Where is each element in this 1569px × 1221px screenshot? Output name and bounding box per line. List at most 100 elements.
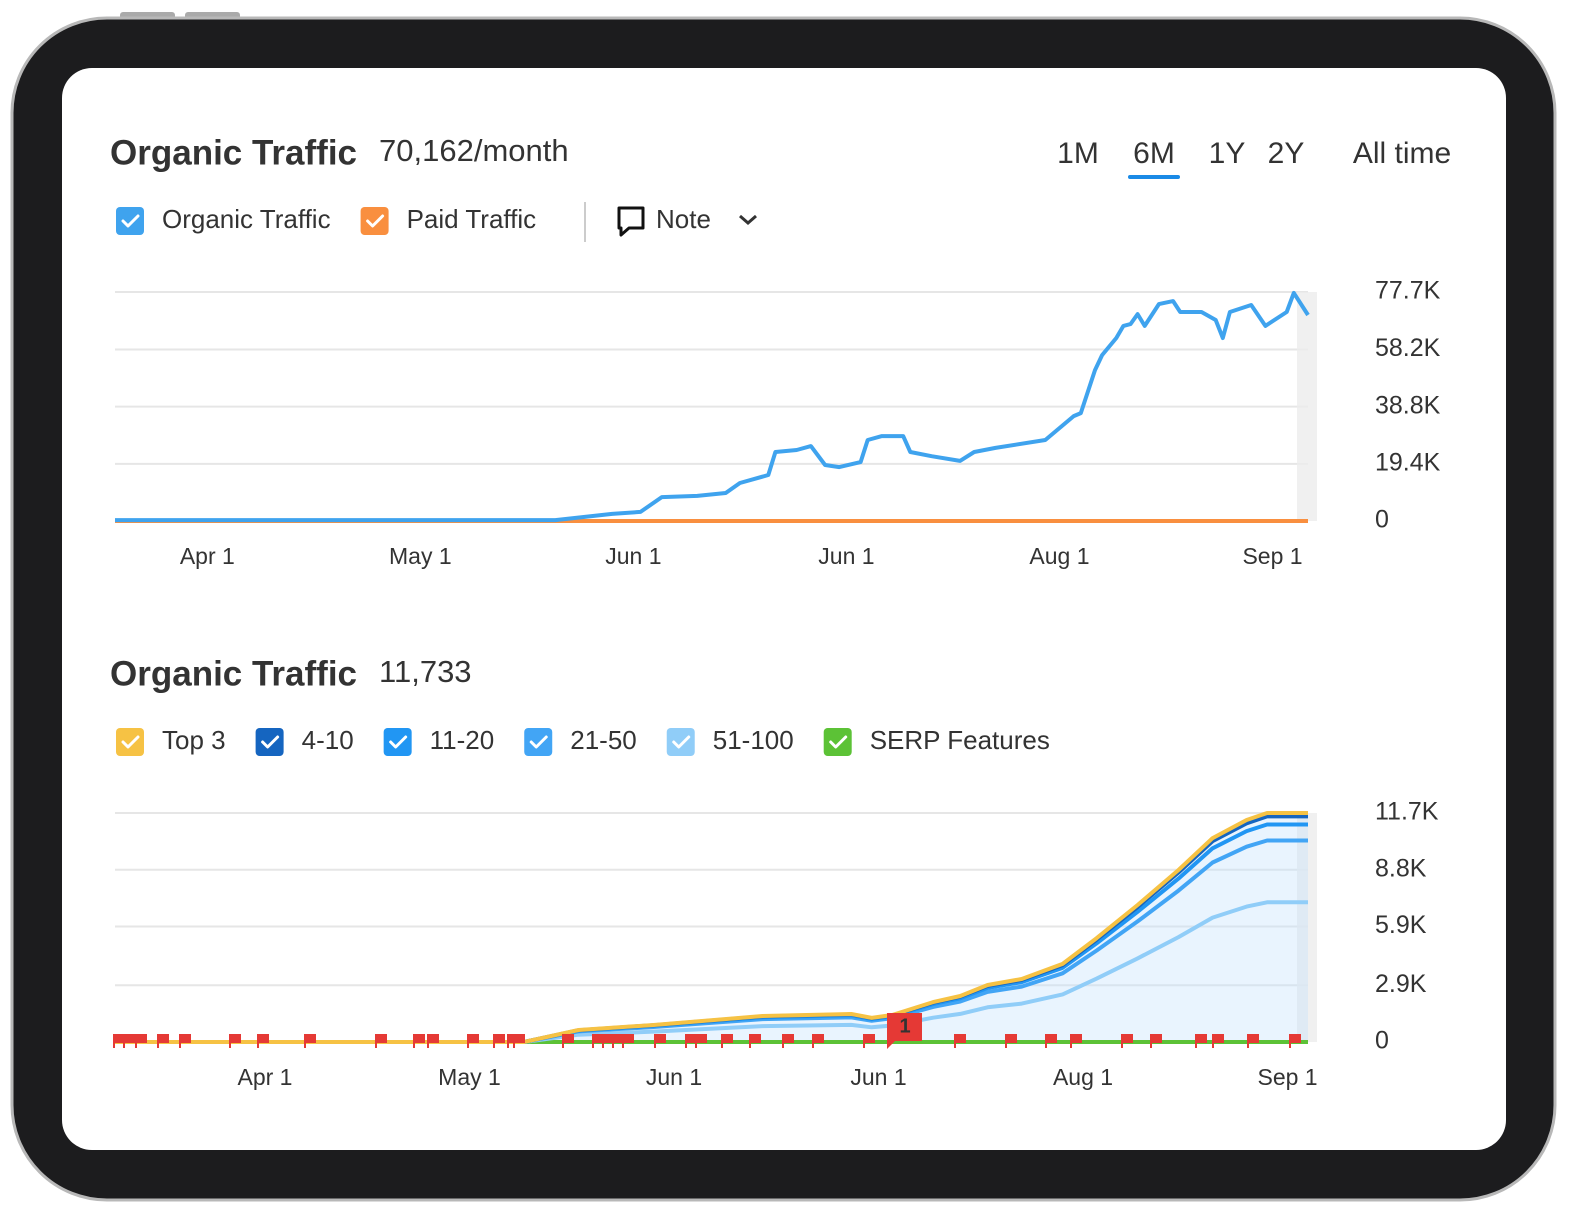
- note-flag[interactable]: [623, 1034, 634, 1043]
- series-line: [115, 811, 1308, 1044]
- note-flag[interactable]: [468, 1034, 479, 1043]
- note-flag[interactable]: [1046, 1034, 1057, 1043]
- note-flag[interactable]: [813, 1034, 824, 1043]
- note-flag[interactable]: [494, 1034, 505, 1043]
- x-tick-label: Apr 1: [180, 543, 235, 569]
- x-tick-label: May 1: [438, 1064, 501, 1090]
- note-flag[interactable]: [1071, 1034, 1082, 1043]
- legend-label[interactable]: 4-10: [302, 725, 354, 755]
- x-tick-label: Jun 1: [818, 543, 874, 569]
- y-tick-label: 2.9K: [1375, 970, 1427, 998]
- note-flag[interactable]: [230, 1034, 241, 1043]
- series-line: [115, 900, 1308, 1044]
- legend-label[interactable]: SERP Features: [870, 725, 1050, 755]
- checkbox[interactable]: [383, 728, 412, 756]
- legend-label[interactable]: 51-100: [713, 725, 794, 755]
- note-flag[interactable]: [593, 1034, 604, 1043]
- note-flag[interactable]: [124, 1034, 135, 1043]
- legend-label[interactable]: Organic Traffic: [162, 204, 331, 234]
- checkbox[interactable]: [116, 728, 144, 756]
- note-flag[interactable]: [603, 1034, 614, 1043]
- note-flag[interactable]: [563, 1034, 574, 1043]
- x-tick-label: Sep 1: [1257, 1064, 1317, 1090]
- checkbox[interactable]: [360, 207, 389, 235]
- note-flag[interactable]: [428, 1034, 439, 1043]
- period-tab[interactable]: 1Y: [1209, 137, 1246, 170]
- x-tick-label: May 1: [389, 543, 452, 569]
- x-tick-label: Jun 1: [605, 543, 661, 569]
- note-flag[interactable]: [1196, 1034, 1207, 1043]
- checkmark: [366, 214, 385, 228]
- checkbox[interactable]: [116, 207, 144, 235]
- note-flag[interactable]: [722, 1034, 733, 1043]
- note-flag[interactable]: [414, 1034, 425, 1043]
- note-flag[interactable]: [158, 1034, 169, 1043]
- checkmark: [672, 735, 691, 749]
- y-tick-label: 11.7K: [1375, 798, 1439, 826]
- note-flag[interactable]: [1290, 1034, 1301, 1043]
- checkmark: [121, 735, 140, 749]
- checkmark: [529, 735, 548, 749]
- series-area: [115, 902, 1308, 1042]
- period-tab[interactable]: All time: [1353, 137, 1451, 170]
- note-flag[interactable]: [864, 1034, 875, 1043]
- chart-subtitle: 70,162/month: [379, 133, 569, 168]
- x-tick-label: Aug 1: [1029, 543, 1089, 569]
- note-flag[interactable]: [655, 1034, 666, 1043]
- note-flag[interactable]: [1151, 1034, 1162, 1043]
- period-tab[interactable]: 6M: [1133, 137, 1175, 170]
- legend-label[interactable]: Top 3: [162, 725, 226, 755]
- screen: [62, 68, 1506, 1150]
- note-flag[interactable]: [305, 1034, 316, 1043]
- checkbox[interactable]: [255, 728, 284, 756]
- legend-label[interactable]: 11-20: [430, 725, 495, 755]
- note-flag[interactable]: [114, 1034, 125, 1043]
- note-flag[interactable]: [955, 1034, 966, 1043]
- checkmark: [389, 735, 408, 749]
- legend-label[interactable]: 21-50: [570, 725, 637, 755]
- note-flag[interactable]: [136, 1034, 147, 1043]
- checkmark: [829, 735, 848, 749]
- checkbox[interactable]: [823, 728, 852, 756]
- x-tick-label: Aug 1: [1053, 1064, 1113, 1090]
- current-period-band: [1297, 813, 1317, 1042]
- note-flag[interactable]: [1122, 1034, 1133, 1043]
- note-flag[interactable]: [258, 1034, 269, 1043]
- current-period-band: [1297, 292, 1317, 521]
- note-label[interactable]: Note: [656, 204, 711, 234]
- note-flag[interactable]: [750, 1034, 761, 1043]
- checkmark: [261, 735, 280, 749]
- period-tab[interactable]: 2Y: [1268, 137, 1305, 170]
- x-tick-label: Sep 1: [1242, 543, 1302, 569]
- series-area: [115, 840, 1308, 1042]
- note-flag[interactable]: [613, 1034, 624, 1043]
- note-flag[interactable]: [376, 1034, 387, 1043]
- y-tick-label: 0: [1375, 1027, 1389, 1055]
- legend-label[interactable]: Paid Traffic: [407, 204, 537, 234]
- checkbox[interactable]: [666, 728, 695, 756]
- y-tick-label: 77.7K: [1375, 277, 1441, 305]
- checkbox[interactable]: [524, 728, 553, 756]
- note-button[interactable]: Note: [617, 204, 757, 237]
- chart-title: Organic Traffic: [110, 133, 357, 172]
- x-tick-label: Jun 1: [646, 1064, 702, 1090]
- period-tab[interactable]: 1M: [1057, 137, 1099, 170]
- note-flag[interactable]: [514, 1034, 525, 1043]
- x-tick-label: Apr 1: [237, 1064, 292, 1090]
- note-flag[interactable]: [686, 1034, 697, 1043]
- note-flag[interactable]: [783, 1034, 794, 1043]
- y-tick-label: 0: [1375, 506, 1389, 534]
- note-flag[interactable]: [1006, 1034, 1017, 1043]
- note-flag[interactable]: [1248, 1034, 1259, 1043]
- annotation-label: 1: [899, 1015, 910, 1037]
- note-flag[interactable]: [180, 1034, 191, 1043]
- checkmark: [121, 214, 140, 228]
- note-flag[interactable]: [696, 1034, 707, 1043]
- annotation-badge[interactable]: [887, 1013, 922, 1049]
- y-tick-label: 38.8K: [1375, 391, 1441, 419]
- x-tick-label: Jun 1: [850, 1064, 906, 1090]
- chevron: [739, 214, 757, 225]
- y-tick-label: 19.4K: [1375, 448, 1441, 476]
- note-flag[interactable]: [1213, 1034, 1224, 1043]
